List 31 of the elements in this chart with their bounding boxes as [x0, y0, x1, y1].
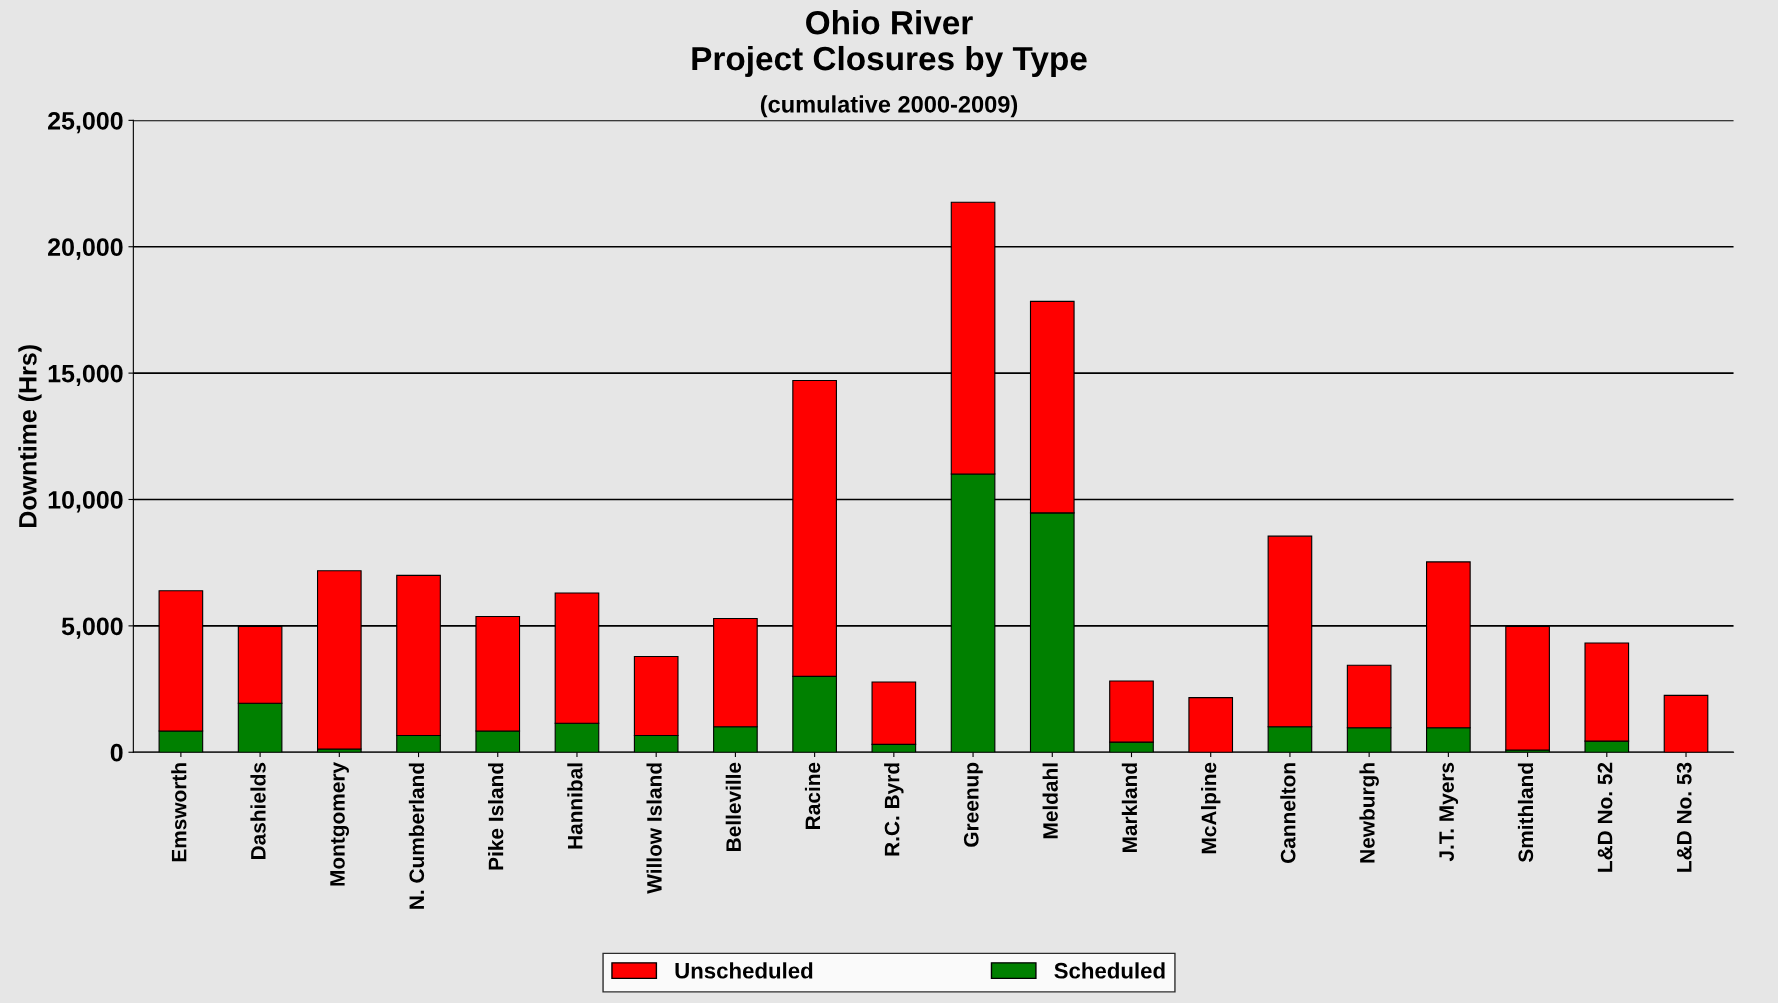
y-tick-label: 0 [110, 743, 123, 762]
y-tick-label: 15,000 [48, 364, 123, 387]
legend-label: Scheduled [1054, 962, 1165, 979]
x-tick-label: Hannibal [567, 763, 583, 849]
y-tick-label: 25,000 [48, 111, 123, 134]
x-tick-label: Pike Island [488, 763, 504, 870]
x-tick-label: Dashields [250, 762, 266, 859]
x-tick-label: R.C. Byrd [884, 763, 904, 856]
y-tick-label: 20,000 [48, 238, 123, 260]
x-tick-label: J.T. Myers [1439, 762, 1459, 862]
x-tick-label: Markland [1121, 763, 1138, 853]
x-tick-label: Emsworth [171, 763, 187, 862]
x-tick-label: Greenup [963, 762, 983, 847]
x-tick-label: McAlpine [1201, 762, 1221, 854]
x-tick-label: Cannelton [1280, 763, 1296, 863]
x-tick-label: Racine [804, 762, 821, 829]
y-tick-label: 5,000 [61, 617, 123, 639]
x-tick-label: Newburgh [1359, 763, 1379, 863]
x-tick-label: N. Cumberland [408, 763, 425, 909]
x-tick-label: Willow Island [646, 763, 662, 894]
x-tick-label: Belleville [725, 762, 741, 851]
y-tick-label: 10,000 [48, 491, 123, 513]
legend-label: Unscheduled [675, 962, 813, 979]
x-tick-label: L&D No. 53 [1676, 762, 1692, 872]
x-tick-label: Smithland [1517, 763, 1534, 863]
x-tick-label: L&D No. 52 [1597, 762, 1613, 872]
chart-subtitle: (cumulative 2000-2009) [760, 95, 1018, 118]
x-tick-label: Meldahl [1042, 763, 1058, 839]
y-axis-title: Downtime (Hrs) [18, 345, 42, 527]
x-tick-label: Montgomery [330, 762, 350, 886]
chart-title: Ohio River Project Closures by Type [692, 10, 1087, 78]
